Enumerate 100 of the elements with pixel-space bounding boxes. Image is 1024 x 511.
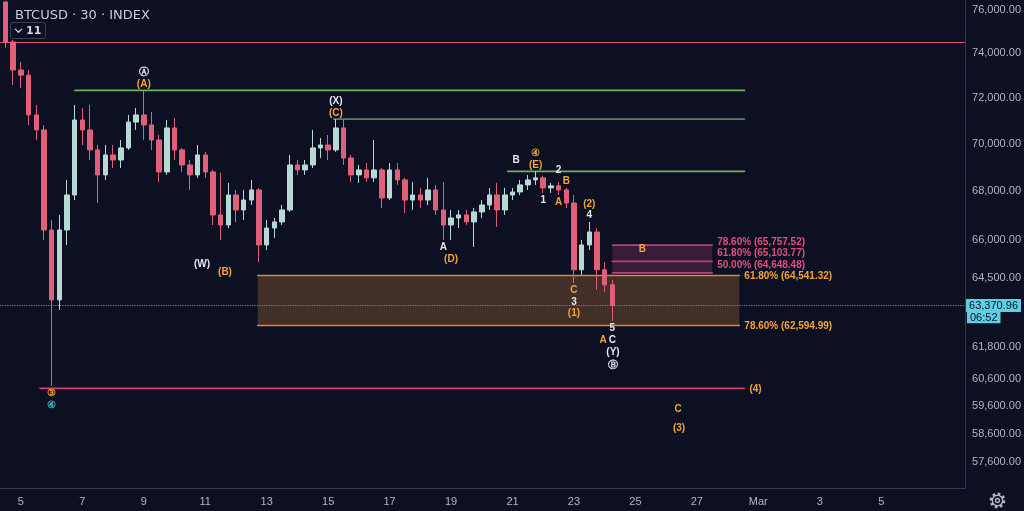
candlestick xyxy=(441,181,446,241)
candlestick xyxy=(333,118,339,153)
annotation: Ⓑ xyxy=(608,358,618,370)
candlestick xyxy=(594,227,600,291)
candlestick xyxy=(272,217,277,239)
candlestick xyxy=(456,209,461,229)
candlestick xyxy=(210,169,216,226)
candlestick xyxy=(602,261,607,293)
candlestick xyxy=(471,207,477,248)
candlestick xyxy=(95,144,100,204)
candlestick xyxy=(494,182,500,228)
candlestick xyxy=(64,179,70,246)
annotation: (3) xyxy=(672,421,686,433)
annotation: C xyxy=(570,284,578,296)
annotation: Ⓐ xyxy=(138,66,149,78)
candlestick xyxy=(348,154,354,183)
collapse-button: 11 xyxy=(10,22,47,39)
candlestick xyxy=(241,189,246,221)
candlestick xyxy=(10,39,16,86)
candlestick xyxy=(433,184,438,216)
annotation: A xyxy=(554,196,563,208)
y-tick-label: 57,600.00 xyxy=(972,455,1021,468)
annotation: 5 xyxy=(609,322,616,334)
y-tick-label: 64,500.00 xyxy=(972,270,1021,283)
candlestick xyxy=(587,221,592,251)
candlestick xyxy=(448,209,454,241)
text: BTCUSD · 30 · INDEX xyxy=(15,7,151,22)
y-tick-label: 58,600.00 xyxy=(972,427,1021,440)
y-tick-label: 70,000.00 xyxy=(972,137,1021,150)
candlestick xyxy=(233,189,239,223)
x-tick-label: 11 xyxy=(199,494,211,507)
candlestick xyxy=(118,139,124,169)
candlestick xyxy=(156,134,162,183)
candlestick xyxy=(103,144,108,181)
candlestick xyxy=(387,162,392,201)
y-tick-label: 61,800.00 xyxy=(972,340,1021,353)
candlestick xyxy=(487,187,492,211)
candlestick xyxy=(249,179,254,206)
annotation: (X) xyxy=(329,95,343,107)
x-tick-label: 17 xyxy=(383,494,396,507)
candlestick xyxy=(149,111,154,151)
candlestick xyxy=(548,182,554,194)
annotation: 78.60% (65,757.52) xyxy=(717,235,806,247)
x-tick-label: 23 xyxy=(567,494,581,507)
x-tick-label: 3 xyxy=(816,494,823,507)
x-tick-label: 7 xyxy=(79,494,86,507)
candlestick xyxy=(510,187,515,201)
candlestick xyxy=(226,182,231,229)
candlestick xyxy=(203,151,208,179)
candlestick xyxy=(425,177,431,206)
candlestick xyxy=(395,162,400,186)
candlestick xyxy=(26,69,31,126)
candlestick xyxy=(34,104,39,141)
candlestick xyxy=(57,214,62,311)
candlestick xyxy=(126,114,131,151)
candlestick xyxy=(3,0,8,49)
x-tick-label: 9 xyxy=(140,494,147,507)
candlestick xyxy=(379,167,385,209)
candlestick xyxy=(364,162,369,183)
candlestick xyxy=(502,187,508,216)
candlestick xyxy=(310,129,316,169)
annotation: 06:52 xyxy=(970,310,998,323)
candlestick xyxy=(564,187,569,209)
candlestick xyxy=(517,179,523,196)
x-tick-label: Mar xyxy=(748,494,769,507)
annotation: (4) xyxy=(749,382,762,394)
annotation: (E) xyxy=(528,158,543,170)
y-tick-label: 59,600.00 xyxy=(972,399,1021,412)
annotation: 61.80% (64,541.32) xyxy=(744,270,833,282)
candlestick xyxy=(302,159,308,176)
candlestick xyxy=(256,187,262,263)
candlestick xyxy=(556,181,561,196)
candlestick xyxy=(525,174,531,191)
candlestick xyxy=(279,204,285,226)
annotation: 11 xyxy=(26,24,42,37)
candlestick xyxy=(41,124,47,241)
x-tick-label: 19 xyxy=(444,494,458,507)
annotation: A xyxy=(439,241,447,253)
candlestick xyxy=(179,147,185,173)
candlestick xyxy=(410,181,415,211)
candlestick xyxy=(110,144,116,169)
x-tick-label: 5 xyxy=(878,494,885,507)
annotation: (W) xyxy=(193,257,211,269)
annotation: (A) xyxy=(136,77,151,89)
candlestick xyxy=(49,219,54,387)
x-tick-label: 15 xyxy=(322,494,335,507)
y-tick-label: 60,600.00 xyxy=(972,372,1021,385)
candlestick xyxy=(371,139,377,183)
annotation: 1 xyxy=(540,194,547,206)
candlestick xyxy=(287,154,293,213)
candlestick xyxy=(341,119,346,166)
candlestick xyxy=(18,61,24,89)
candlestick xyxy=(187,159,193,191)
candlestick xyxy=(80,107,85,146)
annotation: 4 xyxy=(586,209,593,221)
candlestick xyxy=(402,177,408,214)
annotation: C xyxy=(608,333,616,345)
y-tick-label: 74,000.00 xyxy=(972,46,1021,59)
annotation: C xyxy=(674,402,682,414)
annotation: (2) xyxy=(583,197,596,209)
